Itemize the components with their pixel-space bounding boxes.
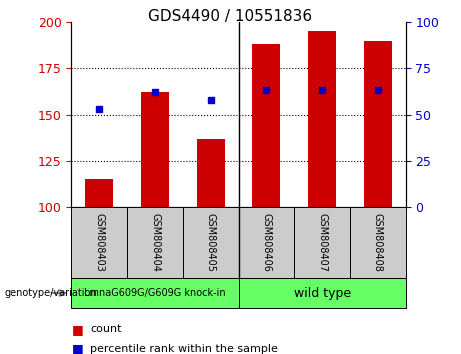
Text: GSM808403: GSM808403 [95,213,104,272]
Text: percentile rank within the sample: percentile rank within the sample [90,344,278,354]
Text: genotype/variation: genotype/variation [5,288,97,298]
Text: GSM808408: GSM808408 [373,213,383,272]
Bar [85,179,113,207]
Text: GSM808404: GSM808404 [150,213,160,272]
Text: GSM808406: GSM808406 [261,213,272,272]
Text: ■: ■ [71,323,83,336]
Text: LmnaG609G/G609G knock-in: LmnaG609G/G609G knock-in [84,288,226,298]
Bar [197,138,225,207]
Bar [294,207,350,278]
Text: GDS4490 / 10551836: GDS4490 / 10551836 [148,9,313,24]
Bar [238,278,406,308]
Bar [71,207,127,278]
Text: ■: ■ [71,342,83,354]
Text: count: count [90,324,121,334]
Bar [350,207,406,278]
Text: GSM808407: GSM808407 [317,213,327,272]
Bar [141,92,169,207]
Text: wild type: wild type [294,286,351,299]
Bar [71,278,239,308]
Text: GSM808405: GSM808405 [206,213,216,272]
Bar [364,40,392,207]
Bar [127,207,183,278]
Bar [183,207,238,278]
Bar [308,31,336,207]
Bar [253,44,280,207]
Bar [238,207,294,278]
